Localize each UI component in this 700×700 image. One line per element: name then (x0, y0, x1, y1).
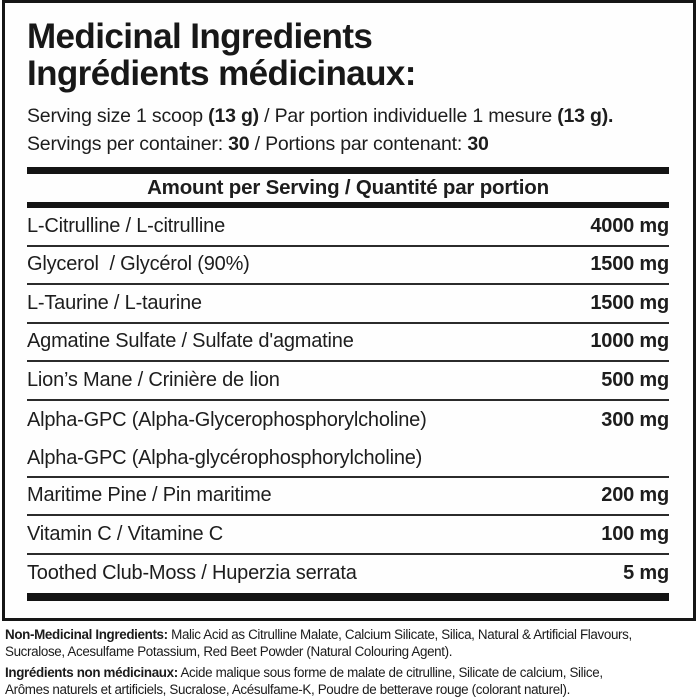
table-row: L-Citrulline / L-citrulline 4000 mg (27, 208, 669, 247)
table-row: Agmatine Sulfate / Sulfate d'agmatine 10… (27, 324, 669, 362)
servings-per-container-line: Servings per container: 30 / Portions pa… (27, 130, 669, 158)
ingredient-name: Vitamin C / Vitamine C (27, 522, 224, 545)
table-row: L-Taurine / L-taurine 1500 mg (27, 285, 669, 324)
ingredients-table: L-Citrulline / L-citrulline 4000 mg Glyc… (27, 208, 669, 593)
non-medicinal-fr: Ingrédients non médicinaux: Acide maliqu… (5, 665, 697, 698)
divider-bar-top (27, 167, 669, 174)
ingredient-amount: 4000 mg (590, 214, 669, 237)
table-row: Vitamin C / Vitamine C 100 mg (27, 516, 669, 555)
non-medicinal-fr-line2: Arômes naturels et artificiels, Sucralos… (5, 681, 570, 697)
table-row: Lion’s Mane / Crinière de lion 500 mg (27, 362, 669, 401)
panel-title: Medicinal Ingredients Ingrédients médici… (27, 18, 669, 92)
ingredient-name: Maritime Pine / Pin maritime (27, 484, 272, 507)
non-medicinal-en-text1: Malic Acid as Citrulline Malate, Calcium… (167, 627, 632, 642)
ingredient-amount: 1500 mg (590, 253, 669, 276)
ingredient-name: Toothed Club-Moss / Huperzia serrata (27, 562, 357, 585)
table-row: Toothed Club-Moss / Huperzia serrata 5 m… (27, 555, 669, 594)
ingredient-name: L-Taurine / L-taurine (27, 291, 202, 314)
amount-per-serving-header: Amount per Serving / Quantité par portio… (147, 176, 549, 199)
table-row: Alpha-GPC (Alpha-Glycerophosphorylcholin… (27, 401, 669, 478)
ingredient-name: Agmatine Sulfate / Sulfate d'agmatine (27, 330, 354, 353)
servings-count-text-en: Servings per container: (27, 133, 229, 155)
serving-size-text-en: Serving size 1 scoop (27, 105, 209, 127)
non-medicinal-ingredients-section: Non-Medicinal Ingredients: Malic Acid as… (5, 627, 697, 698)
ingredient-name-fr: Alpha-GPC (Alpha-glycérophosphorylcholin… (27, 447, 423, 469)
table-row: Maritime Pine / Pin maritime 200 mg (27, 478, 669, 516)
ingredient-amount: 1000 mg (590, 330, 669, 353)
non-medicinal-fr-line1: Ingrédients non médicinaux: Acide maliqu… (5, 665, 697, 682)
ingredient-amount: 200 mg (601, 484, 669, 507)
panel-content: Medicinal Ingredients Ingrédients médici… (5, 18, 693, 601)
ingredient-name: Alpha-GPC (Alpha-Glycerophosphorylcholin… (27, 401, 427, 478)
ingredient-name: Glycerol / Glycérol (90%) (27, 253, 250, 276)
table-row: Glycerol / Glycérol (90%) 1500 mg (27, 247, 669, 285)
ingredient-name: L-Citrulline / L-citrulline (27, 214, 225, 237)
non-medicinal-en-line1: Non-Medicinal Ingredients: Malic Acid as… (5, 627, 697, 644)
ingredient-amount: 300 mg (601, 408, 669, 431)
ingredient-amount: 5 mg (623, 562, 669, 585)
servings-count-en: 30 (228, 133, 250, 155)
ingredient-amount: 500 mg (601, 368, 669, 391)
divider-bar-mid (27, 202, 669, 208)
non-medicinal-en-line2: Sucralose, Acesulfame Potassium, Red Bee… (5, 643, 453, 659)
ingredient-amount: 100 mg (601, 522, 669, 545)
panel-title-fr: Ingrédients médicinaux: (27, 54, 416, 93)
servings-count-text-fr: / Portions par contenant: (249, 133, 468, 155)
medicinal-ingredients-panel: Medicinal Ingredients Ingrédients médici… (2, 0, 696, 621)
non-medicinal-fr-text1: Acide malique sous forme de malate de ci… (177, 665, 603, 681)
serving-info: Serving size 1 scoop (13 g) / Par portio… (27, 102, 669, 158)
non-medicinal-en-label: Non-Medicinal Ingredients: (5, 627, 168, 642)
serving-size-amount-en: (13 g) (208, 105, 259, 127)
non-medicinal-fr-label: Ingrédients non médicinaux: (5, 665, 178, 681)
panel-title-en: Medicinal Ingredients (27, 17, 373, 56)
ingredient-name: Lion’s Mane / Crinière de lion (27, 368, 280, 391)
divider-bar-bottom (27, 593, 669, 601)
non-medicinal-en: Non-Medicinal Ingredients: Malic Acid as… (5, 627, 697, 660)
serving-size-text-fr: / Par portion individuelle 1 mesure (258, 105, 558, 127)
ingredient-name-en: Alpha-GPC (Alpha-Glycerophosphorylcholin… (27, 408, 427, 431)
ingredient-amount: 1500 mg (590, 291, 669, 314)
serving-size-line: Serving size 1 scoop (13 g) / Par portio… (27, 102, 669, 130)
servings-count-fr: 30 (467, 133, 489, 155)
serving-size-amount-fr: (13 g). (557, 105, 614, 127)
